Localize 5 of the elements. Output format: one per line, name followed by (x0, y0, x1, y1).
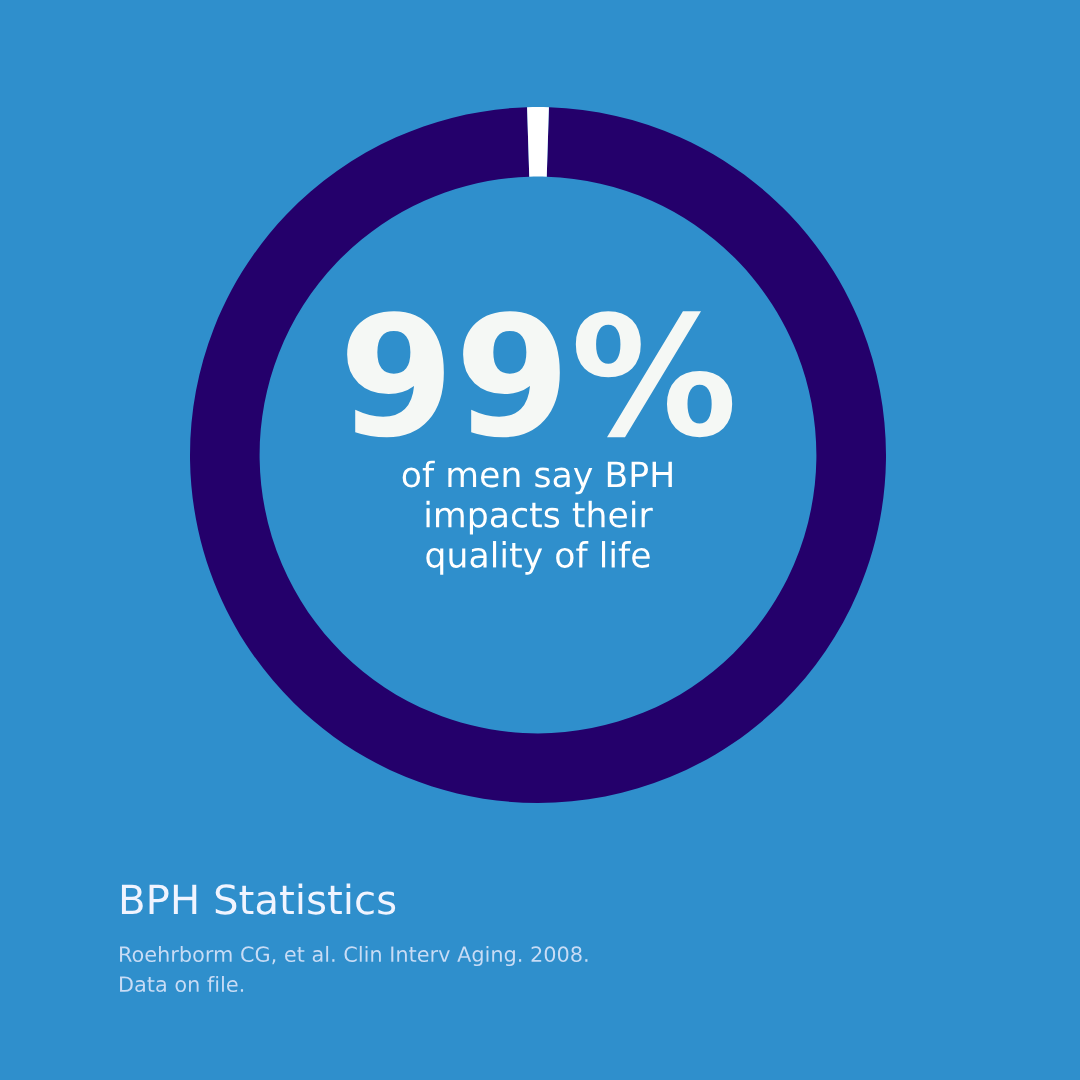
data-label: 99% (347, 311, 733, 438)
text: Roehrborm CG, et al. Clin Interv Aging. 2008. (120, 945, 588, 967)
text: of men say BPH impacts their quality of life (402, 460, 672, 575)
text: BPH Statistics (121, 883, 396, 915)
text: Data on file. (120, 975, 244, 993)
